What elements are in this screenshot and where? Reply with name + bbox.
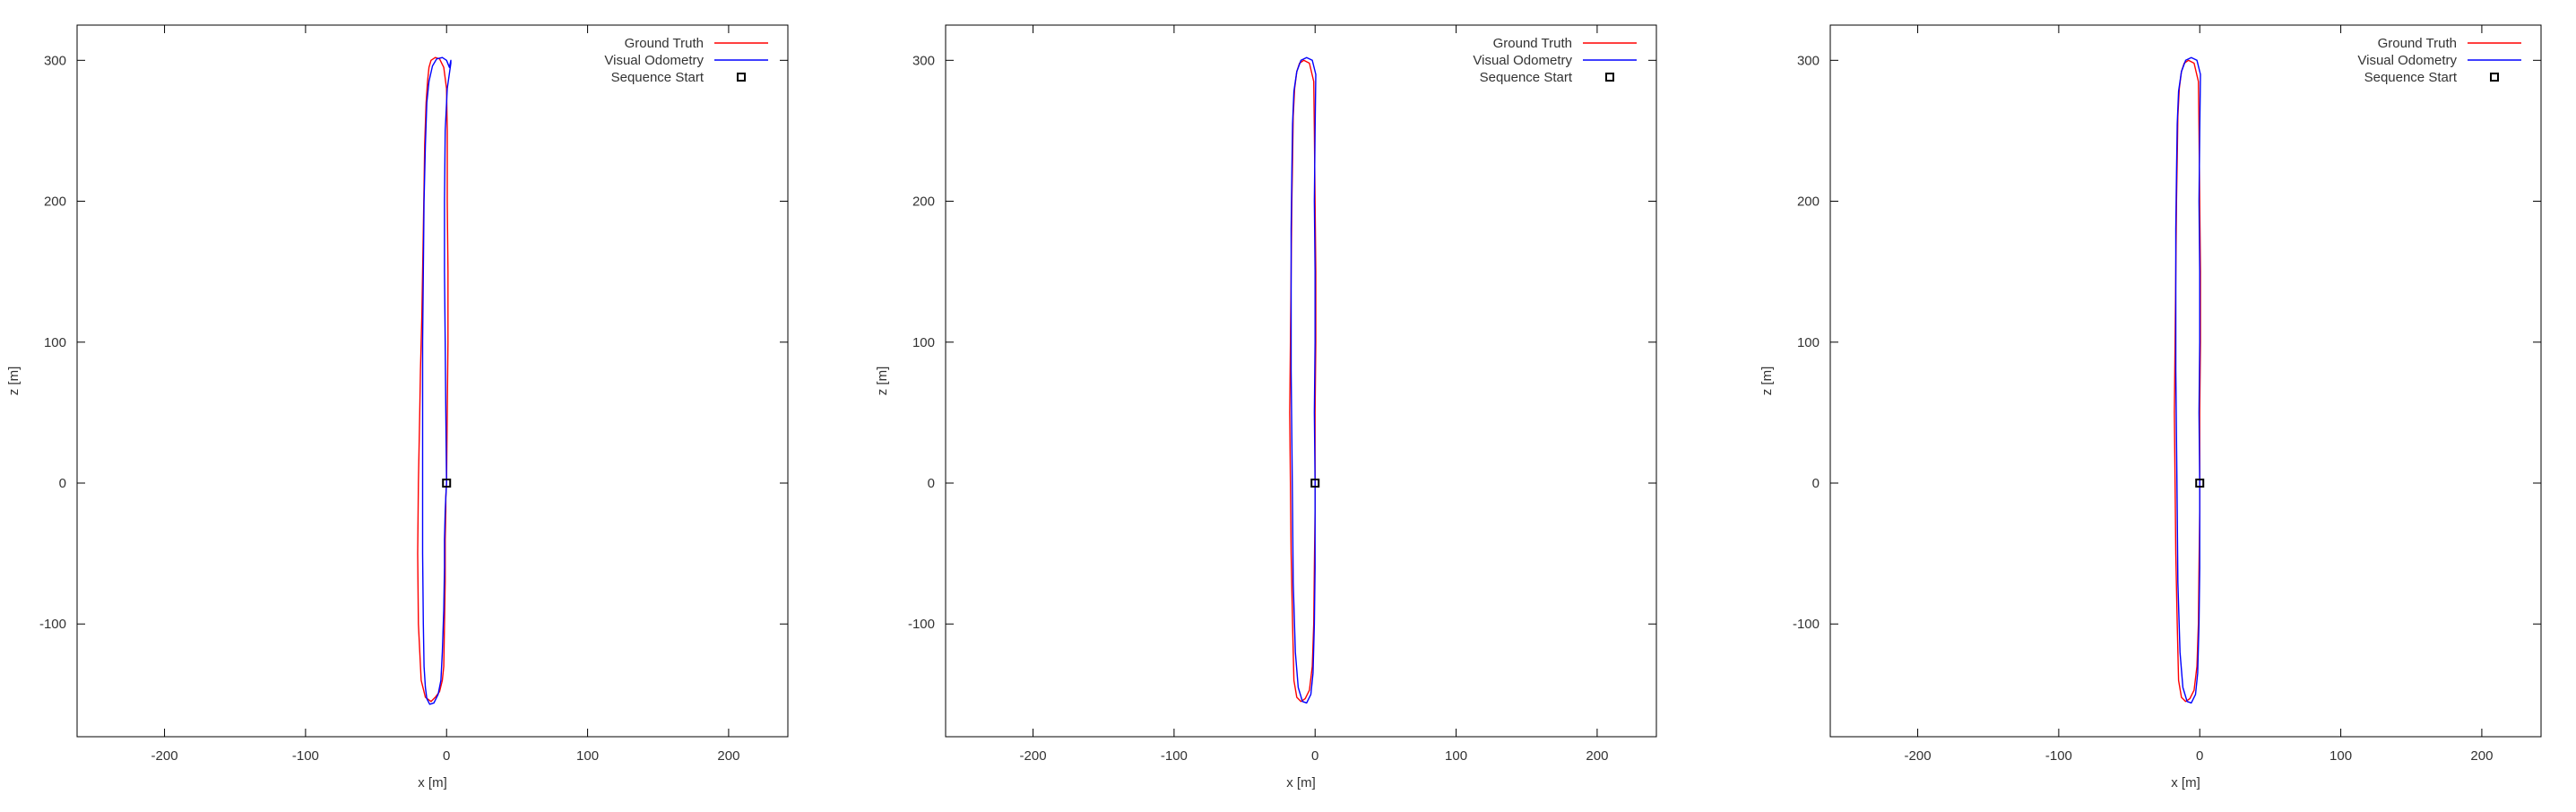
x-tick-label: 0 [1311, 748, 1318, 764]
x-tick-label: 200 [1586, 748, 1608, 764]
series-line-visual-odometry [423, 57, 452, 704]
y-tick-label: 0 [1812, 476, 1820, 491]
y-tick-label: 0 [59, 476, 66, 491]
plot-frame [1830, 25, 2541, 737]
x-axis-label: x [m] [1286, 775, 1316, 790]
y-tick-label: -100 [908, 617, 935, 632]
series-line-visual-odometry [1292, 57, 1317, 703]
x-axis-label: x [m] [418, 775, 447, 790]
legend-label: Sequence Start [611, 70, 705, 85]
legend-label: Ground Truth [2378, 36, 2457, 51]
x-tick-label: -100 [2045, 748, 2072, 764]
y-tick-label: 0 [928, 476, 935, 491]
y-axis-label: z [m] [1759, 367, 1775, 396]
x-tick-label: 100 [576, 748, 599, 764]
legend-label: Visual Odometry [2357, 53, 2457, 68]
y-tick-label: 200 [44, 194, 66, 210]
plot-frame [946, 25, 1656, 737]
legend-swatch-marker [738, 73, 745, 81]
y-tick-label: 100 [1797, 335, 1820, 350]
y-tick-label: -100 [39, 617, 66, 632]
y-tick-label: 200 [912, 194, 935, 210]
chart-panel-2: -200 -100 0 100 200 -100 0 100 200 300 x [m] z [m] G… [875, 25, 1656, 790]
x-tick-label: 200 [717, 748, 739, 764]
x-tick-label: -200 [1020, 748, 1047, 764]
x-axis-label: x [m] [2171, 775, 2200, 790]
plot-frame [77, 25, 788, 737]
y-tick-label: -100 [1793, 617, 1820, 632]
y-tick-label: 100 [44, 335, 66, 350]
x-tick-label: -200 [151, 748, 178, 764]
x-tick-label: 200 [2470, 748, 2493, 764]
x-tick-label: 100 [2330, 748, 2352, 764]
y-tick-label: 100 [912, 335, 935, 350]
x-tick-label: 0 [2196, 748, 2203, 764]
x-tick-label: -100 [1161, 748, 1188, 764]
legend-label: Sequence Start [1480, 70, 1573, 85]
legend-label: Ground Truth [625, 36, 704, 51]
x-tick-label: 0 [443, 748, 450, 764]
x-tick-label: -200 [1905, 748, 1932, 764]
y-tick-label: 300 [912, 53, 935, 68]
x-tick-label: 100 [1445, 748, 1467, 764]
legend-swatch-marker [1606, 73, 1613, 81]
legend-label: Visual Odometry [1473, 53, 1572, 68]
y-tick-label: 300 [44, 53, 66, 68]
y-tick-label: 300 [1797, 53, 1820, 68]
legend-label: Visual Odometry [604, 53, 704, 68]
y-axis-label: z [m] [6, 367, 22, 396]
legend-label: Sequence Start [2364, 70, 2458, 85]
legend-label: Ground Truth [1493, 36, 1572, 51]
y-tick-label: 200 [1797, 194, 1820, 210]
x-tick-label: -100 [292, 748, 319, 764]
chart-panel-3: -200 -100 0 100 200 -100 0 100 200 300 x [m] z [m] G… [1759, 25, 2541, 790]
series-line-visual-odometry [2176, 57, 2201, 703]
y-axis-label: z [m] [875, 367, 890, 396]
legend-swatch-marker [2491, 73, 2498, 81]
chart-panel-1: -200 -100 0 100 200 -100 0 100 200 300 x [m] z [m] G… [6, 25, 788, 790]
